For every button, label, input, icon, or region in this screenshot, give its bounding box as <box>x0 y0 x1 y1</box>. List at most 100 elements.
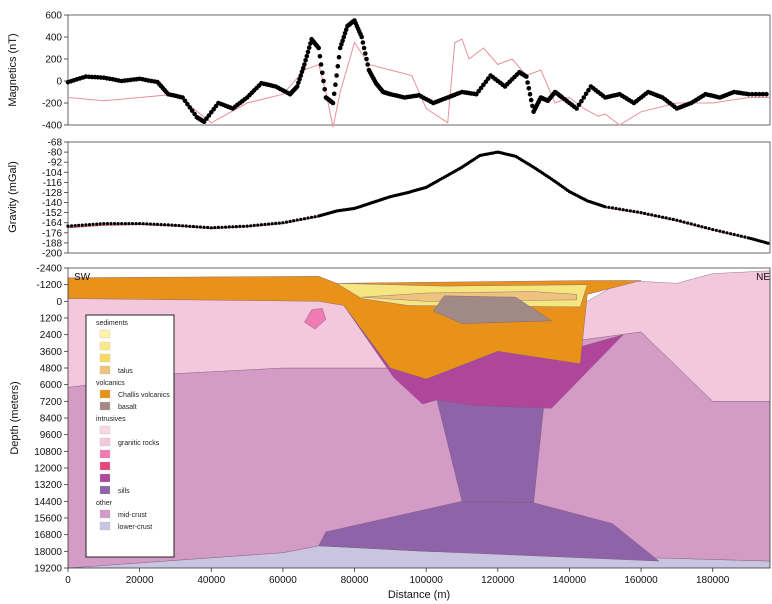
magnetics-point <box>753 91 758 97</box>
gravity-point <box>109 222 113 226</box>
gravity-point <box>231 225 235 229</box>
legend-swatch <box>99 461 111 471</box>
distance-x-label: Distance (m) <box>388 589 450 601</box>
magnetics-point <box>586 87 591 93</box>
depth-tick-label: -1200 <box>36 280 62 291</box>
magnetics-point <box>478 85 484 91</box>
depth-tick-label: 1200 <box>40 314 63 325</box>
gravity-point <box>95 222 99 226</box>
magnetics-point <box>360 40 366 45</box>
gravity-point <box>70 224 74 228</box>
magnetics-point <box>341 34 347 40</box>
gravity-point <box>113 222 117 226</box>
magnetics-tick-label: -200 <box>42 99 62 110</box>
magnetics-point <box>746 91 751 97</box>
legend-swatch <box>99 473 111 483</box>
depth-tick-label: 0 <box>56 297 62 308</box>
legend-swatch <box>99 341 111 351</box>
gravity-point <box>693 223 697 227</box>
magnetics-point <box>297 76 302 82</box>
magnetics-point <box>339 42 344 47</box>
magnetics-point <box>476 88 482 94</box>
magnetics-point <box>336 54 342 60</box>
magnetics-point <box>334 73 339 78</box>
gravity-point <box>653 214 658 218</box>
gravity-point <box>155 222 160 226</box>
gravity-point <box>306 216 310 220</box>
gravity-point <box>191 224 195 229</box>
legend-group-title: intrusives <box>96 416 126 423</box>
distance-tick-label: 120000 <box>481 575 515 586</box>
gravity-point <box>123 222 127 226</box>
gravity-y-ticks: -68-80-92-104-116-128-140-152-164-176-18… <box>42 138 68 260</box>
magnetics-point <box>209 110 214 115</box>
gravity-point <box>166 223 170 227</box>
gravity-point <box>718 229 722 233</box>
magnetics-point <box>213 103 219 109</box>
gravity-point <box>766 241 770 245</box>
gravity-point <box>635 210 640 214</box>
magnetics-point <box>361 45 367 51</box>
magnetics-tick-label: 600 <box>45 11 62 22</box>
magnetics-point <box>317 54 323 59</box>
legend-swatch <box>99 485 111 495</box>
magnetics-point <box>304 53 310 59</box>
gravity-observed-series <box>66 150 770 245</box>
magnetics-point <box>485 76 491 81</box>
gravity-point <box>138 222 142 226</box>
gravity-point <box>288 219 292 223</box>
magnetics-point <box>316 45 322 51</box>
gravity-tick-label: -92 <box>48 158 63 169</box>
distance-tick-label: 0 <box>65 575 71 586</box>
gravity-point <box>703 226 708 230</box>
legend-item-label: granitic rocks <box>118 440 160 447</box>
magnetics-point <box>302 62 307 67</box>
magnetics-point <box>579 98 584 104</box>
magnetics-point <box>481 82 486 88</box>
gravity-point <box>173 223 177 227</box>
magnetics-calculated-line <box>67 38 770 128</box>
gravity-calculated-line <box>67 152 771 246</box>
legend-item-label: lower-crust <box>118 524 152 531</box>
gravity-point <box>127 222 131 226</box>
gravity-point <box>277 221 281 225</box>
gravity-point <box>209 226 213 230</box>
magnetics-tick-label: 0 <box>56 77 62 88</box>
gravity-point <box>202 225 206 229</box>
gravity-point <box>188 224 192 228</box>
magnetics-point <box>335 64 341 69</box>
gravity-point <box>116 222 120 226</box>
gravity-point <box>628 209 632 213</box>
gravity-point <box>270 222 274 226</box>
gravity-point <box>274 221 278 225</box>
gravity-point <box>696 224 701 228</box>
distance-tick-label: 60000 <box>269 575 297 586</box>
gravity-point <box>739 234 743 238</box>
gravity-point <box>657 214 661 218</box>
magnetics-tick-label: 400 <box>45 33 62 44</box>
gravity-tick-label: -188 <box>42 238 62 249</box>
magnetics-point <box>331 91 337 97</box>
gravity-point <box>252 223 256 227</box>
legend-swatch <box>99 509 111 519</box>
gravity-tick-label: -176 <box>42 228 62 239</box>
magnetics-point <box>187 105 193 110</box>
gravity-point <box>299 217 303 221</box>
gravity-point <box>216 225 220 229</box>
gravity-point <box>102 222 106 226</box>
gravity-point <box>241 224 246 228</box>
magnetics-point <box>363 51 368 56</box>
gravity-point <box>643 211 647 215</box>
magnetics-point <box>343 27 349 32</box>
ne-annotation: NE <box>756 272 770 283</box>
gravity-point <box>671 217 675 221</box>
magnetics-point <box>321 78 326 84</box>
magnetics-point <box>185 101 190 107</box>
magnetics-point <box>204 116 209 121</box>
gravity-tick-label: -104 <box>42 168 62 179</box>
model-bodies <box>67 270 771 569</box>
legend-group-title: sediments <box>96 320 128 327</box>
magnetics-point <box>303 58 308 63</box>
magnetics-point <box>206 113 212 118</box>
gravity-point <box>736 233 740 237</box>
